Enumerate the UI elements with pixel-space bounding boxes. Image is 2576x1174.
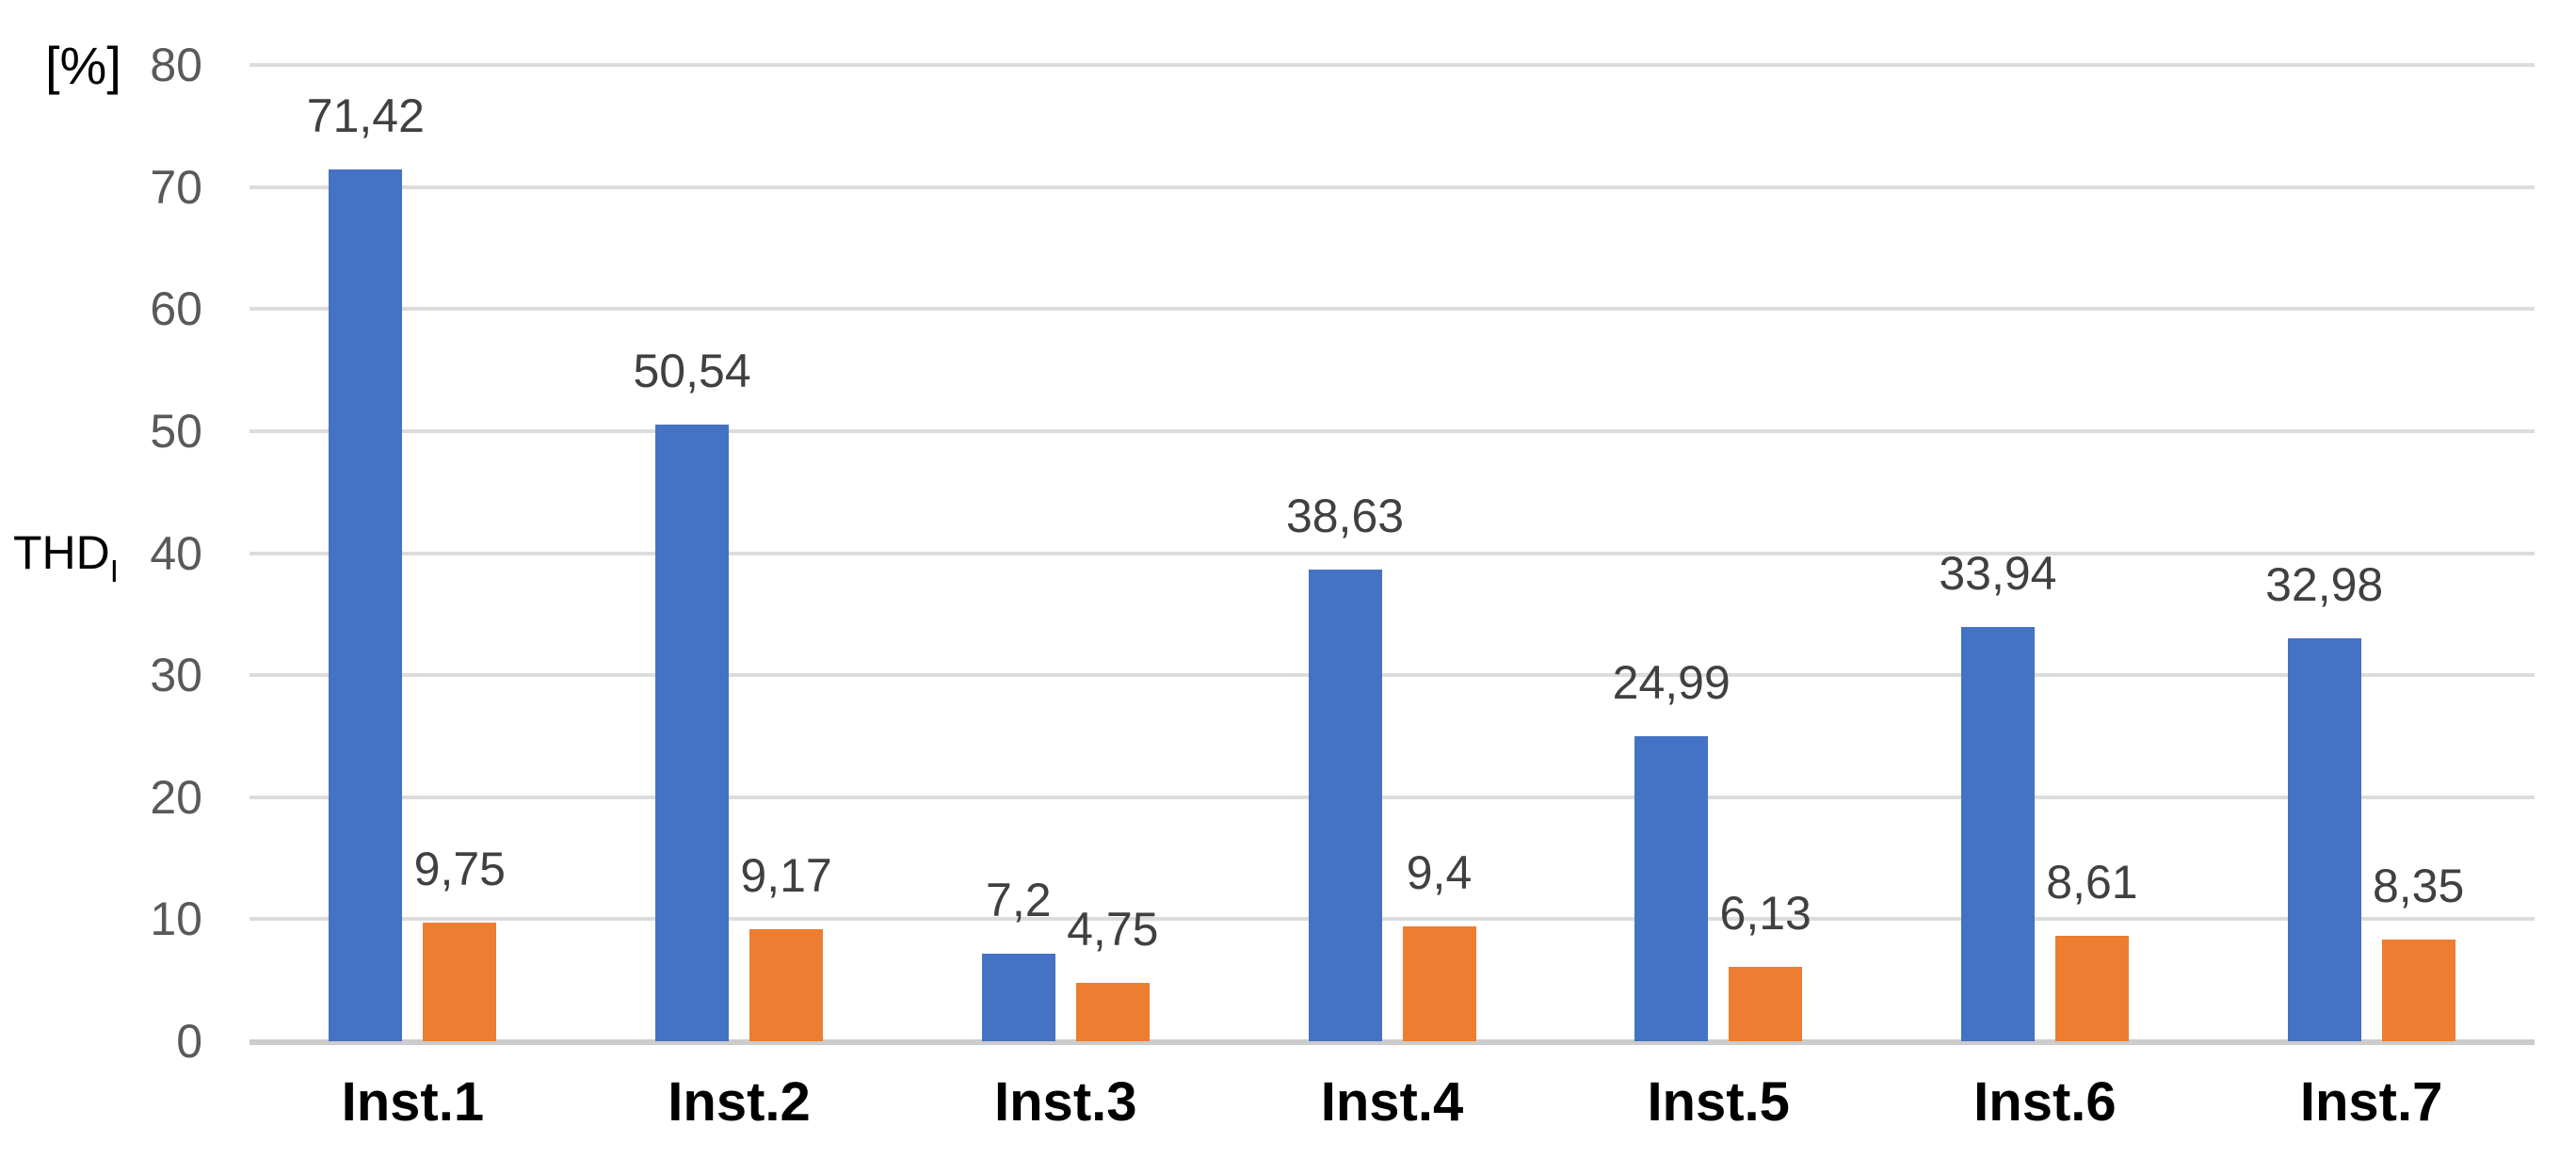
gridline xyxy=(250,551,2535,555)
gridline xyxy=(250,185,2535,189)
y-axis-unit-label: [%] xyxy=(45,36,121,95)
y-tick-label: 10 xyxy=(150,893,202,946)
bar-value-label: 33,94 xyxy=(1939,547,2057,601)
bar-value-label: 4,75 xyxy=(1067,903,1159,957)
x-axis-label: Inst.3 xyxy=(994,1071,1137,1133)
gridline xyxy=(250,917,2535,922)
bar-value-label: 71,42 xyxy=(306,89,425,143)
x-axis-label: Inst.7 xyxy=(2299,1071,2443,1133)
blue-series-bar xyxy=(329,169,403,1041)
bar-value-label: 9,4 xyxy=(1406,846,1473,900)
blue-series-bar xyxy=(655,424,730,1041)
bar-value-label: 32,98 xyxy=(2265,558,2384,612)
gridline xyxy=(250,673,2535,678)
bar-value-label: 8,35 xyxy=(2372,859,2465,912)
x-axis-label: Inst.1 xyxy=(341,1071,485,1133)
orange-series-bar xyxy=(2054,936,2129,1041)
bar-value-label: 38,63 xyxy=(1285,490,1405,543)
orange-series-bar xyxy=(423,922,497,1041)
bar-value-label: 50,54 xyxy=(633,344,751,397)
x-axis-label: Inst.6 xyxy=(1973,1071,2117,1133)
y-axis-title-text: THD xyxy=(13,526,110,579)
y-tick-label: 40 xyxy=(150,526,202,580)
bar-value-label: 8,61 xyxy=(2046,856,2138,909)
gridline xyxy=(250,428,2535,433)
orange-series-bar xyxy=(1075,983,1150,1041)
bar-value-label: 6,13 xyxy=(1719,886,1811,940)
blue-series-bar xyxy=(2287,638,2361,1041)
orange-series-bar xyxy=(1402,926,1476,1041)
blue-series-bar xyxy=(1960,627,2035,1041)
y-axis-title-subscript: I xyxy=(109,554,119,588)
gridline xyxy=(250,795,2535,799)
y-tick-label: 20 xyxy=(150,770,202,824)
bar-value-label: 9,75 xyxy=(413,842,507,895)
gridline xyxy=(250,307,2535,312)
orange-series-bar xyxy=(749,929,824,1041)
blue-series-bar xyxy=(981,953,1055,1041)
x-axis-label: Inst.5 xyxy=(1647,1071,1790,1133)
y-tick-label: 50 xyxy=(150,404,202,458)
gridline xyxy=(250,63,2535,67)
x-axis-label: Inst.4 xyxy=(1320,1071,1464,1133)
bar-value-label: 9,17 xyxy=(740,849,832,903)
blue-series-bar xyxy=(1308,570,1382,1041)
orange-series-bar xyxy=(1729,966,1803,1041)
blue-series-bar xyxy=(1634,736,1709,1041)
y-axis-title: THDI xyxy=(13,523,119,601)
y-tick-label: 30 xyxy=(150,649,202,702)
orange-series-bar xyxy=(2381,939,2455,1041)
bar-value-label: 7,2 xyxy=(986,873,1052,926)
y-tick-label: 60 xyxy=(150,282,202,336)
bar-value-label: 24,99 xyxy=(1612,656,1731,710)
y-tick-label: 80 xyxy=(150,39,202,91)
y-tick-label: 70 xyxy=(150,160,202,214)
y-tick-label: 0 xyxy=(176,1015,202,1068)
x-axis-label: Inst.2 xyxy=(668,1071,811,1133)
x-axis-baseline xyxy=(250,1039,2535,1045)
